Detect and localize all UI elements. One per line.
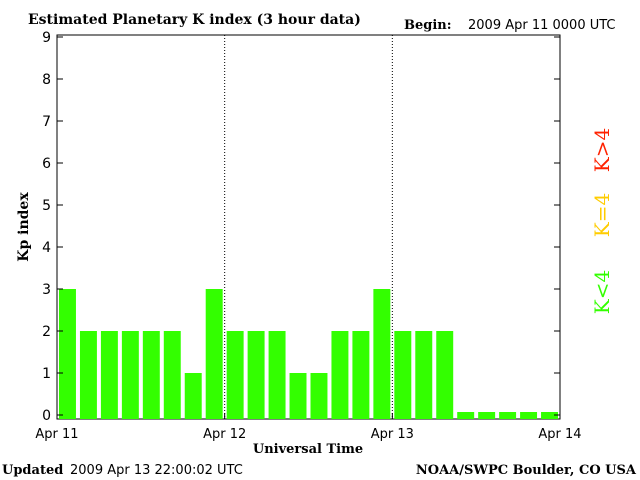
begin-value: 2009 Apr 11 0000 UTC [468, 18, 616, 33]
updated-label: Updated [2, 463, 63, 478]
kp-bar [226, 331, 244, 419]
kp-bar [59, 289, 76, 419]
x-tick-label: Apr 13 [371, 427, 414, 442]
legend-mid: K=4 [590, 193, 614, 237]
kp-bar [352, 331, 370, 419]
y-tick-label: 0 [42, 408, 51, 424]
x-tick-label: Apr 12 [203, 427, 246, 442]
kp-bar [436, 331, 454, 419]
kp-bar [310, 373, 328, 419]
kp-bar [163, 331, 181, 419]
plot-area [56, 34, 561, 420]
x-tick-label: Apr 11 [35, 427, 78, 442]
kp-bar [541, 412, 558, 419]
begin-label: Begin: [404, 18, 452, 33]
y-axis-label: Kp index [16, 192, 32, 262]
y-tick-label: 1 [42, 366, 51, 382]
kp-bar [373, 289, 391, 419]
kp-bar [415, 331, 433, 419]
updated-value: 2009 Apr 13 22:00:02 UTC [70, 463, 243, 478]
kp-bar [457, 412, 475, 419]
y-tick-label: 4 [42, 240, 51, 256]
kp-bar [520, 412, 538, 419]
y-tick-label: 8 [42, 72, 51, 88]
legend-high: K>4 [590, 128, 614, 172]
kp-bar [289, 373, 307, 419]
x-axis-ticks: Apr 11 Apr 12 Apr 13 Apr 14 [35, 413, 582, 442]
y-tick-label: 9 [42, 30, 51, 46]
kp-bar [331, 331, 349, 419]
chart-title: Estimated Planetary K index (3 hour data… [28, 12, 361, 28]
kp-bar [79, 331, 97, 419]
kp-bar [247, 331, 265, 419]
kp-bar [142, 331, 160, 419]
kp-bar [205, 289, 223, 419]
y-tick-label: 5 [42, 198, 51, 214]
y-tick-label: 6 [42, 156, 51, 172]
kp-bar [184, 373, 202, 419]
kp-bar [499, 412, 517, 419]
legend-low: K<4 [590, 270, 614, 314]
y-tick-label: 7 [42, 114, 51, 130]
kp-bar [100, 331, 118, 419]
y-axis-ticks: 0 1 2 3 4 5 6 7 8 9 [42, 30, 560, 424]
kp-bar [394, 331, 412, 419]
bars [59, 289, 558, 419]
kp-bar [121, 331, 139, 419]
source-credit: NOAA/SWPC Boulder, CO USA [416, 463, 637, 478]
kp-bar [478, 412, 496, 419]
y-tick-label: 2 [42, 324, 51, 340]
y-tick-label: 3 [42, 282, 51, 298]
x-tick-label: Apr 14 [538, 427, 581, 442]
kp-bar [268, 331, 286, 419]
day-dividers [224, 35, 393, 419]
x-axis-label: Universal Time [253, 442, 363, 457]
